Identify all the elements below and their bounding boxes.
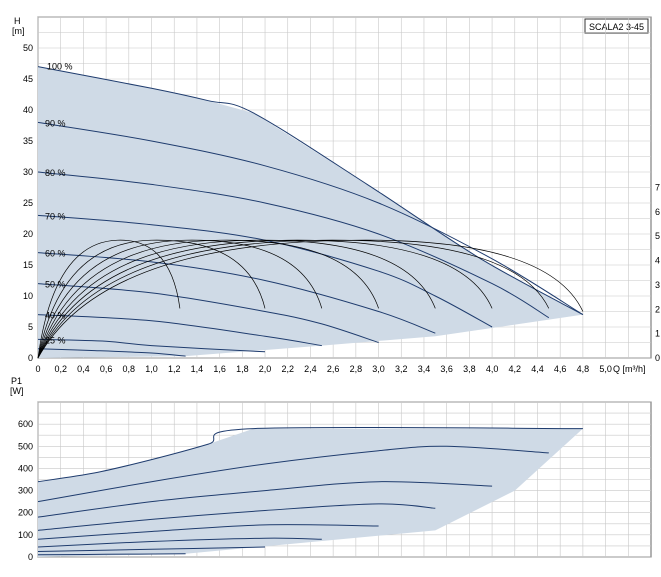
power-y-tick-label: 600: [18, 419, 33, 429]
x-tick-label: 2,2: [281, 364, 294, 374]
efficiency-arc: [37, 239, 550, 359]
head-y-tick-label: 5: [28, 322, 33, 332]
power-curve-40pct: [37, 546, 266, 552]
efficiency-arc: [37, 239, 266, 359]
power-curve-70pct: [37, 503, 436, 531]
efficiency-arc: [37, 239, 181, 359]
efficiency-arc: [37, 239, 584, 359]
head-y-tick-label: 35: [23, 136, 33, 146]
x-tick-label: 2,6: [327, 364, 340, 374]
x-axis-label: Q [m³/h]: [613, 364, 646, 374]
x-tick-label: 4,6: [554, 364, 567, 374]
right-axis-tick-label: 7: [655, 183, 660, 193]
right-axis-tick-label: 6: [655, 207, 660, 217]
head-y-tick-label: 30: [23, 167, 33, 177]
model-label: SCALA2 3-45: [589, 22, 644, 32]
power-y-tick-label: 500: [18, 441, 33, 451]
head-curve-60pct: [37, 252, 436, 334]
power-y-tick-label: 100: [18, 530, 33, 540]
head-y-tick-label: 45: [23, 74, 33, 84]
head-curve-50pct: [37, 283, 379, 343]
head-curve-80pct: [37, 171, 550, 319]
x-tick-label: 1,0: [145, 364, 158, 374]
right-axis-tick-label: 3: [655, 280, 660, 290]
x-tick-label: 1,2: [168, 364, 181, 374]
x-tick-label: 3,8: [463, 364, 476, 374]
power-y-tick-label: 400: [18, 463, 33, 473]
head-y-tick-label: 40: [23, 105, 33, 115]
power-axis-label-unit: [W]: [10, 386, 24, 396]
x-tick-label: 1,6: [213, 364, 226, 374]
x-tick-label: 4,2: [509, 364, 522, 374]
head-curve-70pct: [37, 214, 493, 328]
head-y-tick-label: 10: [23, 291, 33, 301]
curve-label: 50 %: [45, 280, 66, 290]
head-axis-label-unit: [m]: [12, 26, 25, 36]
curve-label: 90 %: [45, 118, 66, 128]
power-curve-100pct: [37, 426, 583, 483]
efficiency-arc: [37, 239, 323, 359]
curve-label: 60 %: [45, 249, 66, 259]
x-tick-label: 4,4: [531, 364, 544, 374]
x-tick-label: 0,2: [54, 364, 67, 374]
head-y-tick-label: 25: [23, 198, 33, 208]
power-curve-90pct: [37, 445, 549, 503]
efficiency-arc: [37, 239, 379, 359]
x-tick-label: 3,2: [395, 364, 408, 374]
x-tick-label: 3,6: [440, 364, 453, 374]
x-tick-label: 0,4: [77, 364, 90, 374]
head-y-tick-label: 20: [23, 229, 33, 239]
head-curve-25pct: [37, 338, 266, 353]
head-chart-layer: 100 % 90 % 80 % 70 % 60 % 50 % 40 % 25 % 0 0,2 0,4…: [23, 16, 660, 374]
right-axis-tick-label: 1: [655, 329, 660, 339]
x-tick-label: 1,8: [236, 364, 249, 374]
right-axis-tick-label: 4: [655, 256, 660, 266]
x-tick-label: 5,0: [599, 364, 612, 374]
power-curve-25pct: [37, 553, 186, 556]
x-tick-label: 0,6: [100, 364, 113, 374]
x-tick-label: 1,4: [191, 364, 204, 374]
efficiency-arc: [37, 239, 436, 359]
power-chart-layer: 0 100 200 300 400 500 600: [18, 401, 651, 562]
head-curve-100pct: [37, 66, 584, 316]
right-axis-tick-label: 5: [655, 231, 660, 241]
power-curve-60pct: [37, 524, 379, 540]
x-tick-label: 2,4: [304, 364, 317, 374]
power-y-tick-label: 300: [18, 486, 33, 496]
x-tick-label: 0,8: [123, 364, 136, 374]
head-curve-90pct: [37, 121, 584, 316]
head-y-tick-label: 15: [23, 260, 33, 270]
x-tick-label: 2,8: [350, 364, 363, 374]
power-axis-label-p: P1: [11, 376, 22, 386]
power-curve-80pct: [37, 481, 493, 518]
power-operating-region: [38, 428, 583, 557]
right-axis-tick-label: 0: [655, 353, 660, 363]
x-tick-label: 0: [35, 364, 40, 374]
head-curve-40pct: [37, 314, 322, 347]
x-tick-label: 2,0: [259, 364, 272, 374]
power-y-tick-label: 200: [18, 508, 33, 518]
efficiency-arc: [37, 239, 493, 359]
x-tick-label: 4,8: [577, 364, 590, 374]
head-y-tick-label: 0: [28, 353, 33, 363]
power-curve-50pct: [37, 537, 322, 548]
head-operating-region: [38, 66, 583, 358]
head-axis-label-h: H: [14, 16, 21, 26]
x-tick-label: 4,0: [486, 364, 499, 374]
power-y-tick-label: 0: [28, 552, 33, 562]
curve-label: 25 %: [45, 335, 66, 345]
x-tick-label: 3,0: [372, 364, 385, 374]
head-y-tick-label: 50: [23, 43, 33, 53]
right-axis-tick-label: 2: [655, 304, 660, 314]
model-label-box: [584, 18, 649, 34]
curve-label: 40 %: [45, 311, 66, 321]
x-tick-label: 3,4: [418, 364, 431, 374]
curve-label: 70 %: [45, 211, 66, 221]
head-curve-min: [37, 348, 186, 357]
curve-label: 80 %: [45, 168, 66, 178]
curve-label: 100 %: [47, 62, 73, 72]
